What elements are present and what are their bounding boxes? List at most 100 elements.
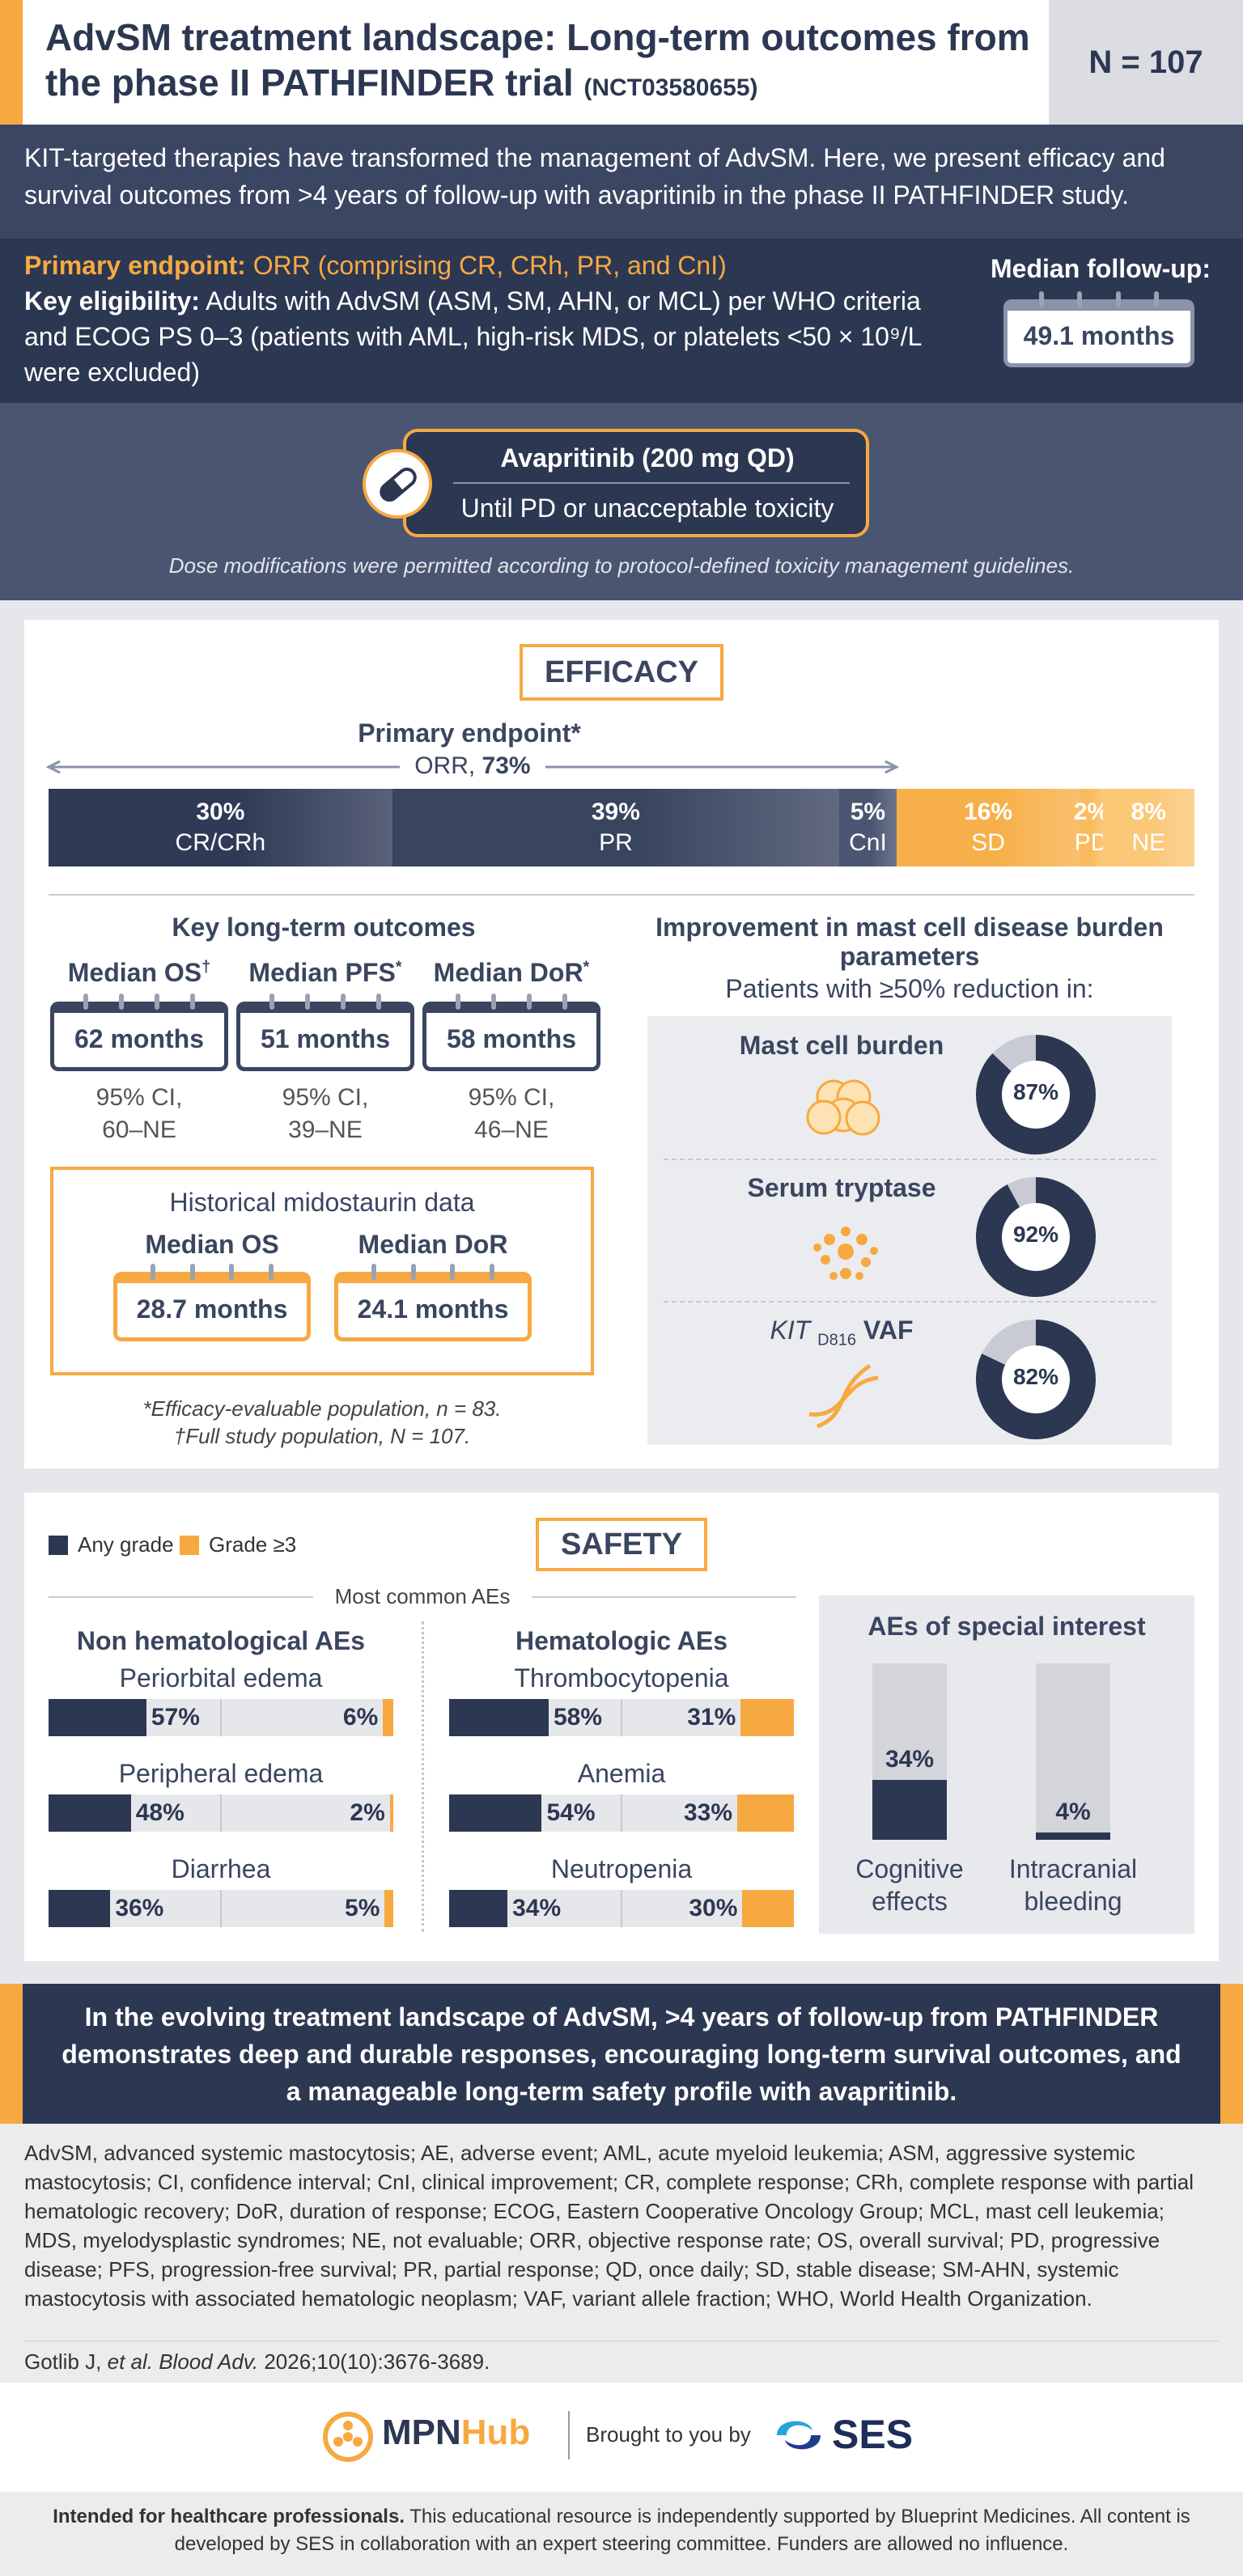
ae-grade3-bar: [740, 1699, 794, 1736]
label: Primary endpoint:: [24, 251, 246, 280]
calendar-ring: [155, 994, 159, 1010]
logo-divider: [568, 2411, 570, 2459]
special-value: 34%: [885, 1745, 935, 1773]
outcome-name: Median OS†: [42, 958, 236, 988]
accent-stripe: [0, 0, 23, 125]
segment-value: 16%: [964, 799, 1013, 825]
segment-value: 39%: [591, 799, 640, 825]
ci-label: 95% CI,: [468, 1084, 555, 1111]
swirl: [785, 2435, 821, 2450]
value: ORR (comprising CR, CRh, PR, and CnI): [252, 251, 727, 280]
section-title-box: EFFICACY: [520, 644, 723, 701]
sponsor: SES: [832, 2412, 914, 2457]
burden-subtitle: Patients with ≥50% reduction in:: [725, 974, 1094, 1003]
icon-ring: [323, 2412, 373, 2462]
pill-icon: [363, 449, 432, 519]
header-bg: [0, 0, 1243, 125]
burden-label: Mast cell burden: [664, 1031, 1020, 1061]
ae-any-label: 58%: [553, 1704, 602, 1731]
special-value: 4%: [1055, 1799, 1091, 1826]
ae-grade3-label: 2%: [350, 1799, 385, 1826]
eligibility: Key eligibility: Adults with AdvSM (ASM,…: [24, 283, 971, 390]
icon-dot: [353, 2437, 363, 2447]
brand: MPN: [382, 2413, 461, 2452]
footnote-mark: *: [583, 958, 590, 977]
orr-arrow: [45, 760, 900, 774]
ae-grade3-bar: [389, 1794, 393, 1832]
common-label: Most common AEs: [313, 1584, 532, 1609]
primary-endpoint: Primary endpoint: ORR (comprising CR, CR…: [24, 248, 963, 283]
intro: KIT-targeted therapies have transformed …: [24, 143, 1165, 210]
value: Adults with AdvSM (ASM, SM, AHN, or MCL)…: [24, 286, 922, 387]
special-bar: [1036, 1832, 1110, 1840]
ae-any-label: 54%: [546, 1799, 596, 1826]
outcome-name: Median PFS*: [228, 958, 422, 988]
citation: 2026;10(10):3676-3689.: [264, 2349, 490, 2374]
abbreviations: AdvSM, advanced systemic mastocytosis; A…: [24, 2141, 1194, 2311]
name: VAF: [863, 1316, 914, 1345]
special-bar: [872, 1779, 947, 1840]
donut-label: 82%: [1012, 1364, 1059, 1389]
burden-icon: [808, 1363, 879, 1429]
authors: Gotlib J,: [24, 2349, 102, 2374]
ae-any-bar: [449, 1794, 542, 1832]
ci: 46–NE: [474, 1116, 549, 1143]
trial-id: (NCT03580655): [583, 74, 758, 101]
section-title: SAFETY: [561, 1527, 682, 1561]
title: AdvSM treatment landscape: Long-term out…: [45, 15, 1033, 111]
duration: Until PD or unacceptable toxicity: [460, 494, 834, 523]
calendar-ring: [83, 994, 88, 1010]
title-text: AdvSM treatment landscape: Long-term out…: [45, 16, 1030, 104]
calendar-value: 28.7 months: [136, 1294, 288, 1324]
treatment-divider: [453, 482, 850, 484]
legend-swatch: [49, 1536, 68, 1555]
ae-any-label: 34%: [512, 1895, 562, 1921]
granule: [841, 1227, 851, 1236]
icon-dot: [333, 2437, 343, 2447]
footnote-mark: *: [395, 958, 402, 977]
mutation: D816: [817, 1331, 856, 1349]
ae-any-bar: [49, 1890, 111, 1927]
label: Key eligibility:: [24, 286, 200, 316]
calendar-value: 49.1 months: [1023, 321, 1175, 350]
calendar-value: 51 months: [260, 1024, 391, 1053]
historical-box: [50, 1167, 594, 1375]
granule: [870, 1247, 878, 1255]
special-name: Intracranial bleeding: [1008, 1854, 1138, 1916]
ae-any-label: 48%: [135, 1799, 185, 1826]
granule: [821, 1255, 830, 1265]
conclusion: In the evolving treatment landscape of A…: [62, 2002, 1181, 2106]
outcomes-title: Key long-term outcomes: [172, 913, 476, 942]
intro-bg: [0, 125, 1243, 239]
segment-name: CR/CRh: [175, 829, 266, 856]
outcome-box: 58 months: [422, 1002, 600, 1071]
icon-dot: [343, 2421, 353, 2430]
pill-half: [381, 478, 404, 500]
gene: KIT: [770, 1316, 811, 1345]
calendar-value: 24.1 months: [357, 1294, 509, 1324]
calendar-value: 62 months: [74, 1024, 205, 1053]
arrow-head: [885, 760, 900, 774]
special-title: AEs of special interest: [868, 1612, 1146, 1641]
swirl: [777, 2421, 812, 2435]
ae-name: Thrombocytopenia: [514, 1663, 729, 1693]
historical-name: Median DoR: [358, 1230, 508, 1259]
ae-name: Peripheral edema: [118, 1759, 324, 1788]
ae-any-bar: [49, 1699, 146, 1736]
mpnhub-logo: MPNHub: [382, 2413, 568, 2453]
footer-lead: Intended for healthcare professionals.: [53, 2506, 405, 2527]
ae-mid: [220, 1890, 222, 1927]
ae-any-label: 57%: [151, 1704, 200, 1731]
ae-name: Diarrhea: [171, 1854, 271, 1883]
group-title: Hematologic AEs: [515, 1626, 728, 1655]
separator: [664, 1159, 1156, 1160]
outcome-box: 62 months: [50, 1002, 228, 1071]
calendar-ring: [341, 994, 346, 1010]
granule: [838, 1244, 854, 1260]
ae-mid: [220, 1699, 222, 1736]
legend-swatch: [180, 1536, 199, 1555]
ae-grade3-label: 33%: [683, 1799, 733, 1826]
accent-stripe: [0, 1984, 23, 2124]
granule: [840, 1268, 851, 1279]
historical-value-box: 24.1 months: [334, 1272, 532, 1341]
